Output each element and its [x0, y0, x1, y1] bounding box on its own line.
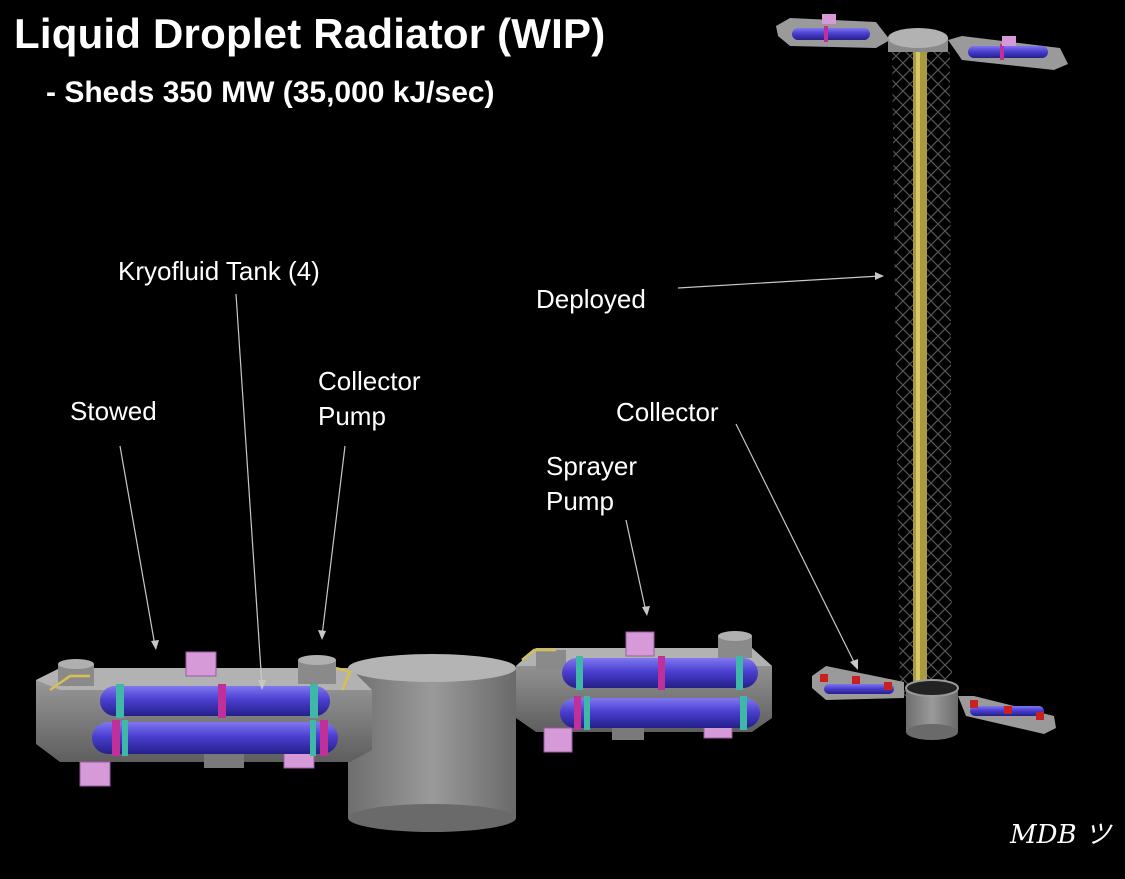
central-hub — [348, 654, 516, 832]
author-signature: MDB ツ — [1010, 820, 1111, 850]
label-sprayer-pump-line2: Pump — [546, 486, 614, 516]
diagram-title: Liquid Droplet Radiator (WIP) — [14, 10, 606, 57]
arrowhead-sprayer-pump — [642, 606, 650, 616]
arrowhead-collector-pump — [318, 630, 326, 640]
diagram-subtitle: - Sheds 350 MW (35,000 kJ/sec) — [46, 76, 495, 109]
label-sprayer-pump: Sprayer Pump — [546, 449, 637, 519]
stowed-module — [36, 651, 372, 787]
label-collector-pump: Collector Pump — [318, 364, 421, 434]
label-collector: Collector — [616, 397, 719, 427]
label-kryofluid-tank: Kryofluid Tank (4) — [118, 256, 320, 286]
deployed-radiator — [776, 14, 1068, 740]
leader-collector — [735, 423, 857, 667]
label-sprayer-pump-line1: Sprayer — [546, 451, 638, 481]
leader-sprayer-pump — [625, 519, 647, 613]
leader-stowed — [119, 445, 156, 647]
leader-deployed — [677, 275, 881, 289]
arrowhead-kryofluid-tank — [258, 680, 266, 690]
sprayer-module — [516, 631, 772, 753]
label-deployed: Deployed — [536, 284, 646, 314]
arrowhead-collector — [850, 659, 858, 670]
label-stowed: Stowed — [70, 396, 157, 426]
arrowhead-deployed — [875, 272, 884, 280]
leader-kryofluid-tank — [235, 293, 263, 687]
label-collector-pump-line2: Pump — [318, 401, 386, 431]
label-collector-pump-line1: Collector — [318, 366, 421, 396]
leader-collector-pump — [321, 445, 346, 637]
arrowhead-stowed — [151, 640, 159, 650]
